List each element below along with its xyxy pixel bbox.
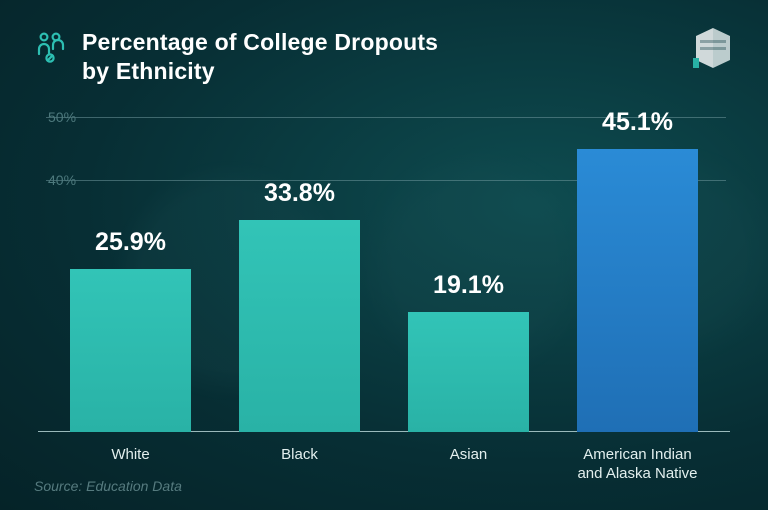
chart-container: Percentage of College Dropoutsby Ethnici… — [0, 0, 768, 510]
bars-group: 25.9% 33.8% 19.1% 45.1% — [46, 118, 722, 432]
x-category-label: Asian — [450, 446, 488, 465]
bar: 45.1% — [577, 149, 699, 432]
x-category-label: White — [111, 446, 149, 465]
bar-value-label: 45.1% — [577, 108, 699, 137]
bar-slot: 19.1% — [384, 118, 553, 432]
bar-slot: 25.9% — [46, 118, 215, 432]
bar-slot: 45.1% — [553, 118, 722, 432]
x-category-label: American Indianand Alaska Native — [577, 446, 697, 484]
bar-value-label: 25.9% — [70, 228, 192, 257]
bar: 19.1% — [408, 312, 530, 432]
people-icon — [34, 30, 68, 69]
chart-plot-area: 40%50%25.9%33.8%19.1%45.1% — [46, 118, 722, 432]
chart-title: Percentage of College Dropoutsby Ethnici… — [82, 28, 438, 86]
bar-value-label: 33.8% — [239, 179, 361, 208]
brand-logo-icon — [688, 22, 738, 77]
x-category-label: Black — [281, 446, 318, 465]
bar-value-label: 19.1% — [408, 271, 530, 300]
source-label: Source: Education Data — [34, 478, 182, 494]
header: Percentage of College Dropoutsby Ethnici… — [34, 28, 734, 86]
bar: 25.9% — [70, 269, 192, 432]
bar: 33.8% — [239, 220, 361, 432]
bar-slot: 33.8% — [215, 118, 384, 432]
